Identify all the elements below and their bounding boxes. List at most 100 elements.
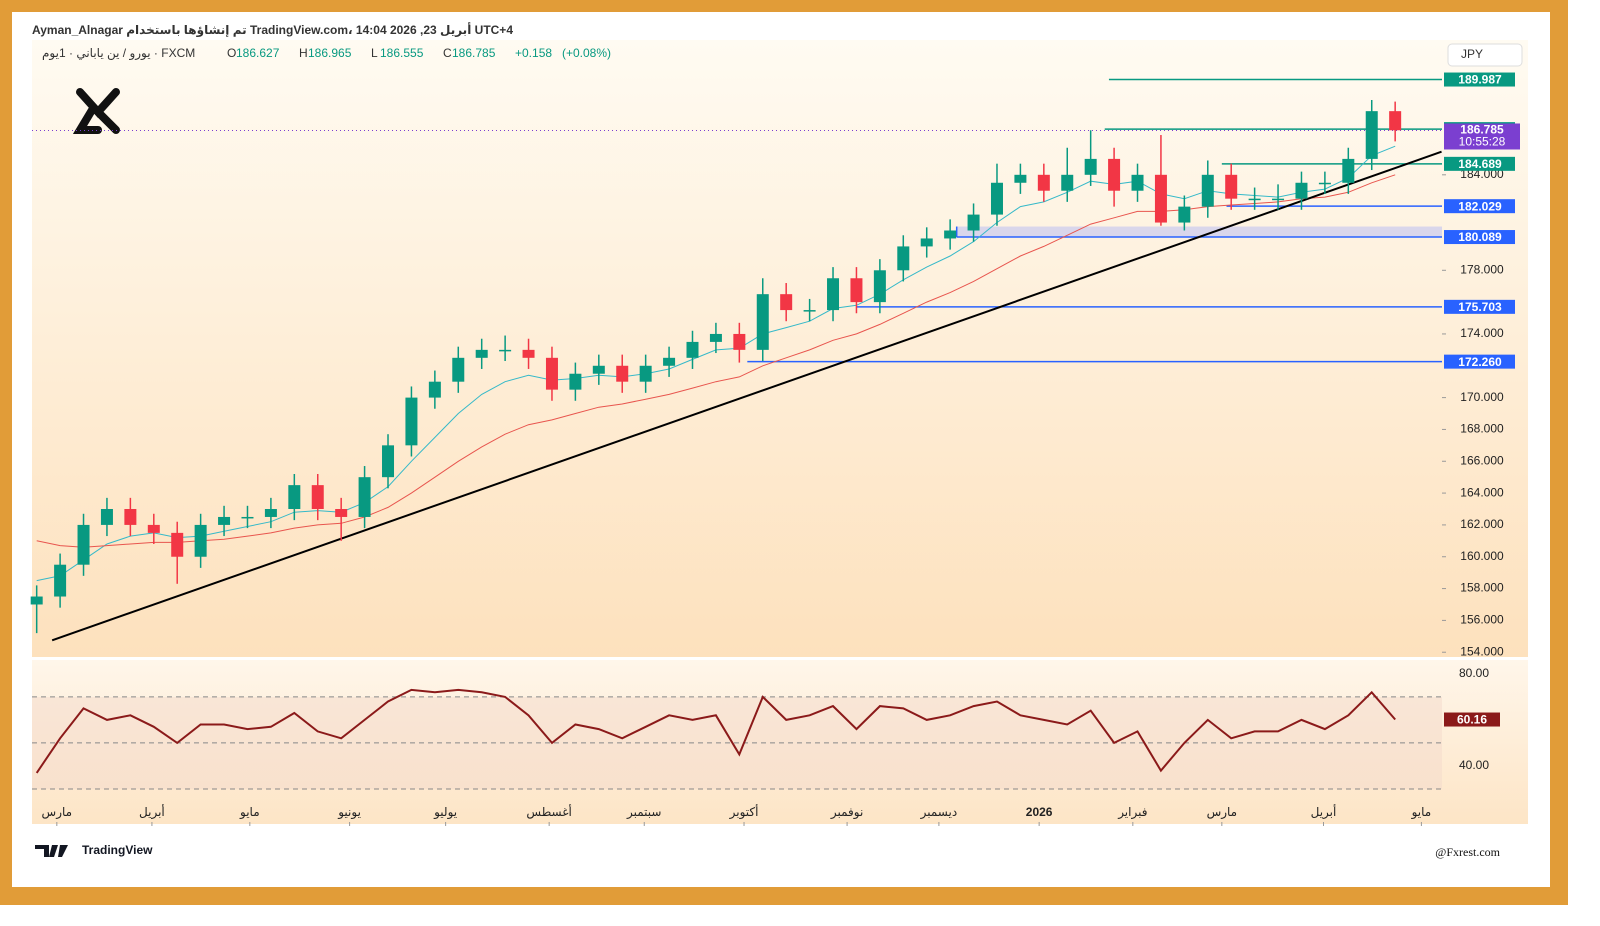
x-tick-label: أكتوبر bbox=[729, 804, 759, 820]
candle-body bbox=[452, 357, 465, 382]
level-tag bbox=[1444, 299, 1515, 314]
candle-body bbox=[569, 373, 582, 390]
candle-body bbox=[1037, 174, 1050, 191]
candle-body bbox=[1108, 158, 1121, 191]
ohlc-label: H bbox=[299, 46, 308, 60]
candle-body bbox=[967, 214, 980, 231]
x-tick-label: ديسمبر bbox=[920, 805, 958, 820]
candle-body bbox=[288, 485, 301, 509]
candle-body bbox=[1318, 182, 1331, 185]
candle-body bbox=[803, 310, 816, 312]
level-label: 189.987 bbox=[1458, 73, 1502, 87]
ohlc-label: L bbox=[371, 46, 378, 60]
level-label: 175.703 bbox=[1458, 300, 1502, 314]
level-label: 184.689 bbox=[1458, 157, 1502, 171]
candle-body bbox=[920, 238, 933, 247]
candle-body bbox=[147, 524, 160, 533]
x-tick-label: سبتمبر bbox=[626, 805, 661, 820]
candle-body bbox=[1225, 174, 1238, 199]
candle-body bbox=[1389, 111, 1402, 131]
candle-body bbox=[616, 365, 629, 382]
y-tick-label: 174.000 bbox=[1460, 326, 1504, 340]
y-tick-label: 158.000 bbox=[1460, 581, 1504, 595]
candle-body bbox=[241, 516, 254, 519]
candle-body bbox=[780, 294, 793, 311]
candle-body bbox=[1272, 198, 1285, 201]
candle-body bbox=[522, 349, 535, 358]
level-tag bbox=[1444, 156, 1515, 171]
candle-body bbox=[1295, 182, 1308, 199]
level-tag bbox=[1444, 72, 1515, 87]
candle-body bbox=[990, 182, 1003, 215]
candle-body bbox=[1342, 158, 1355, 183]
y-tick-label: 154.000 bbox=[1460, 644, 1504, 658]
candle-body bbox=[124, 509, 137, 525]
ohlc-value: 186.555 bbox=[380, 46, 424, 60]
y-tick-label: 166.000 bbox=[1460, 453, 1504, 467]
attribution: Ayman_Alnagar تم إنشاؤها باستخدام Tradin… bbox=[32, 22, 513, 38]
y-tick-label: 156.000 bbox=[1460, 613, 1504, 627]
candle-body bbox=[499, 349, 512, 352]
rsi-tick-label: 40.00 bbox=[1459, 758, 1489, 772]
rsi-current: 60.16 bbox=[1457, 713, 1487, 727]
symbol: يورو / ين ياباني · 1يوم · FXCM bbox=[42, 46, 195, 61]
candle-body bbox=[686, 341, 699, 358]
y-tick-label: 160.000 bbox=[1460, 549, 1504, 563]
y-tick-label: 164.000 bbox=[1460, 485, 1504, 499]
change-pct: (+0.08%) bbox=[562, 46, 611, 60]
price-pane bbox=[32, 40, 1528, 657]
candle-body bbox=[1014, 174, 1027, 183]
candle-body bbox=[639, 365, 652, 382]
y-tick-label: 178.000 bbox=[1460, 262, 1504, 276]
candle-body bbox=[311, 485, 324, 509]
zone bbox=[956, 226, 1442, 238]
candle-body bbox=[1248, 198, 1261, 201]
change: +0.158 bbox=[515, 46, 552, 60]
brand: TradingView bbox=[82, 843, 153, 857]
x-tick-label: فبراير bbox=[1117, 805, 1147, 820]
ohlc-value: 186.627 bbox=[236, 46, 280, 60]
level-label: 172.260 bbox=[1458, 355, 1502, 369]
candle-body bbox=[335, 509, 348, 517]
candle-body bbox=[428, 381, 441, 398]
candle-body bbox=[171, 532, 184, 557]
ohlc-value: 186.965 bbox=[308, 46, 352, 60]
frame bbox=[0, 0, 1568, 905]
x-tick-label: مارس bbox=[42, 805, 73, 820]
x-tick-label: 2026 bbox=[1026, 805, 1053, 819]
candle-body bbox=[663, 357, 676, 366]
candle-body bbox=[194, 524, 207, 557]
candle-body bbox=[1084, 158, 1097, 175]
candle-body bbox=[1365, 111, 1378, 159]
ohlc-label: C bbox=[443, 46, 452, 60]
candle-body bbox=[30, 596, 43, 605]
last-price: 186.785 bbox=[1460, 123, 1504, 137]
level-tag bbox=[1444, 230, 1515, 245]
rsi-tag bbox=[1444, 712, 1500, 727]
tv-logo bbox=[35, 845, 68, 857]
candle-body bbox=[850, 278, 863, 303]
y-tick-label: 162.000 bbox=[1460, 517, 1504, 531]
candle-body bbox=[77, 524, 90, 565]
candle-body bbox=[897, 246, 910, 271]
x-tick-label: مارس bbox=[1207, 805, 1238, 820]
candle-body bbox=[1061, 174, 1074, 191]
candle-body bbox=[545, 357, 558, 390]
candle-body bbox=[1178, 206, 1191, 223]
x-tick-label: نوفمبر bbox=[830, 805, 863, 820]
ohlc-value: 186.785 bbox=[452, 46, 496, 60]
candle-body bbox=[1131, 174, 1144, 191]
y-tick-label: 170.000 bbox=[1460, 390, 1504, 404]
y-tick-label: 168.000 bbox=[1460, 422, 1504, 436]
candle-body bbox=[1154, 174, 1167, 223]
x-tick-label: أغسطس bbox=[526, 804, 571, 820]
level-label: 182.029 bbox=[1458, 199, 1502, 213]
ohlc: O 186.627 H 186.965 L 186.555 C 186.785 +0.158 (+… bbox=[227, 46, 611, 60]
x-tick-label: يوليو bbox=[433, 805, 457, 820]
x-tick-label: يونيو bbox=[337, 805, 361, 820]
currency-box bbox=[1447, 43, 1523, 67]
level-tag bbox=[1444, 199, 1515, 214]
level-label: 180.089 bbox=[1458, 230, 1502, 244]
